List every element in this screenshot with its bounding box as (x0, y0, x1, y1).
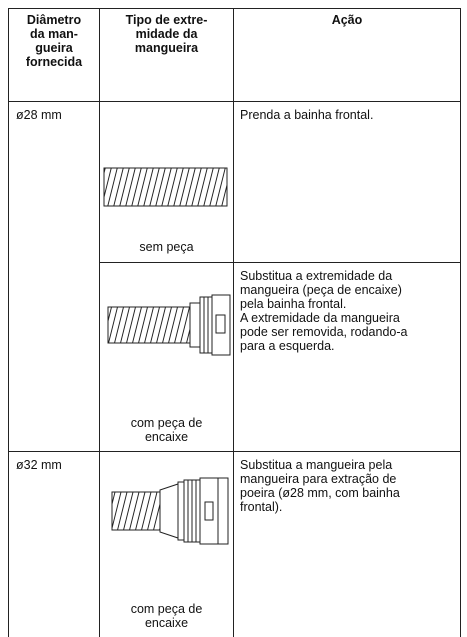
action-line: mangueira para extração de (240, 472, 397, 486)
header-line: midade da (135, 27, 198, 41)
header-line: mangueira (134, 41, 199, 55)
action-line: A extremidade da mangueira (240, 311, 400, 325)
action-line: pode ser removida, rodando-a (240, 325, 408, 339)
hose-illustration (111, 477, 229, 545)
action-line: pela bainha frontal. (240, 297, 347, 311)
end-type: sem peça (100, 240, 233, 254)
end-type: com peça de encaixe (100, 416, 233, 444)
border (8, 8, 461, 9)
border (99, 8, 100, 637)
header-line: gueira (35, 41, 73, 55)
header-cell: Tipo de extre- midade da mangueira (100, 13, 233, 55)
diameter: ø28 mm (16, 108, 62, 122)
header-line: fornecida (25, 55, 83, 69)
diameter: ø32 mm (16, 458, 62, 472)
action-line: Substitua a extremidade da (240, 269, 393, 283)
header-line: da man- (30, 27, 78, 41)
action-line: frontal). (240, 500, 283, 514)
action: Substitua a extremidade da mangueira (pe… (240, 269, 407, 353)
border (233, 8, 234, 637)
action-line: para a esquerda. (240, 339, 335, 353)
action-line: Substitua a mangueira pela (240, 458, 393, 472)
action-line: poeira (ø28 mm, com bainha (240, 486, 400, 500)
end-type-line: com peça de (130, 602, 203, 616)
action: Prenda a bainha frontal. (240, 108, 373, 122)
diameter-text: ø32 mm (16, 458, 62, 472)
header-line: Ação (331, 13, 363, 27)
end-type-line: com peça de (130, 416, 203, 430)
header-line: Tipo de extre- (125, 13, 208, 27)
border (8, 451, 461, 452)
border (8, 101, 461, 102)
hose-illustration (103, 167, 228, 207)
end-type-line: encaixe (144, 616, 189, 630)
header-cell: Diâmetro da man- gueira fornecida (9, 13, 99, 69)
action-line: mangueira (peça de encaixe) (240, 283, 402, 297)
diameter-text: ø28 mm (16, 108, 62, 122)
hose-illustration (107, 294, 231, 356)
header-cell: Ação (234, 13, 460, 27)
border (8, 8, 9, 637)
border (99, 262, 461, 263)
end-type-line: encaixe (144, 430, 189, 444)
border (460, 8, 461, 637)
action: Substitua a mangueira pela mangueira par… (240, 458, 400, 514)
header-line: Diâmetro (26, 13, 82, 27)
action-line: Prenda a bainha frontal. (240, 108, 374, 122)
end-type-line: sem peça (139, 240, 194, 254)
end-type: com peça de encaixe (100, 602, 233, 630)
